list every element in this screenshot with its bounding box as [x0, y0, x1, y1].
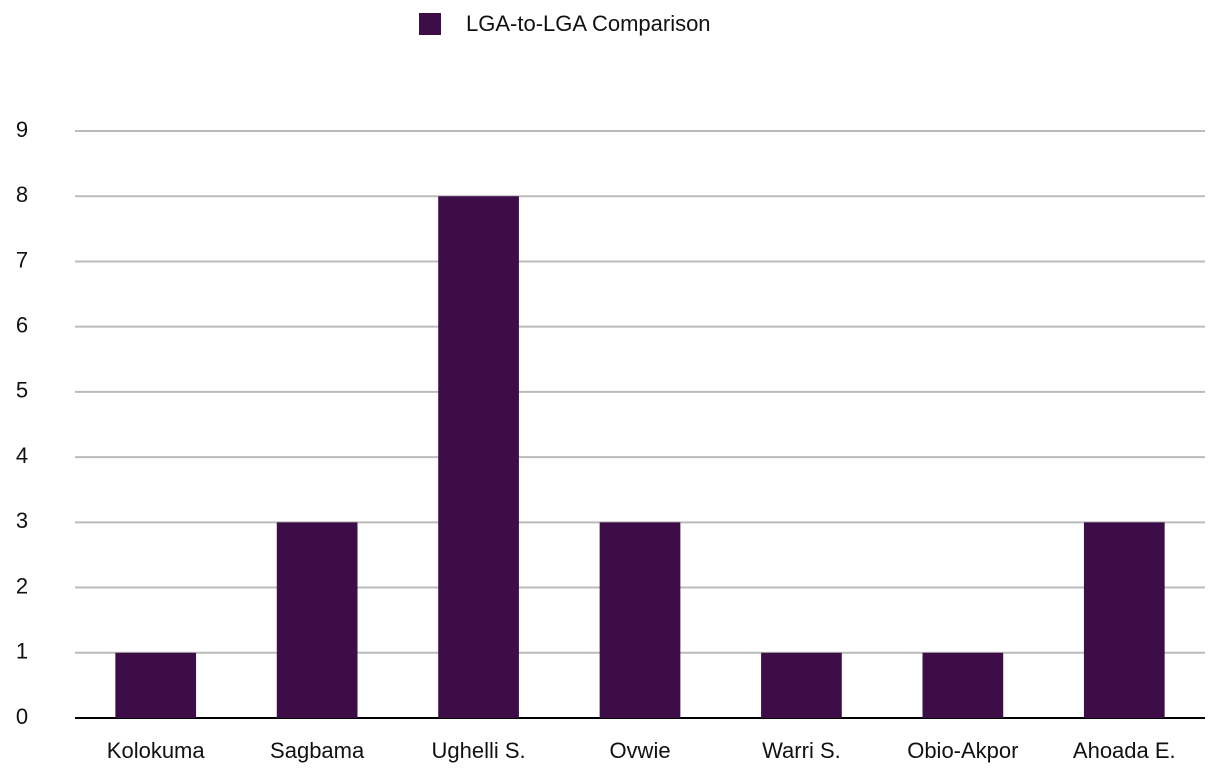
x-tick-label: Ughelli S. — [431, 738, 525, 763]
bar — [1083, 522, 1165, 718]
bar — [115, 652, 197, 718]
y-tick-label: 6 — [16, 312, 28, 337]
x-tick-label: Ahoada E. — [1073, 738, 1176, 763]
y-tick-label: 9 — [16, 117, 28, 142]
x-tick-label: Kolokuma — [107, 738, 206, 763]
y-tick-label: 5 — [16, 378, 28, 403]
bar — [438, 196, 519, 718]
x-tick-label: Ovwie — [609, 738, 670, 763]
y-tick-label: 4 — [16, 443, 28, 468]
bar — [761, 652, 842, 718]
x-tick-label: Sagbama — [270, 738, 365, 763]
bar — [599, 522, 681, 718]
y-tick-label: 1 — [16, 639, 28, 664]
y-tick-label: 0 — [16, 704, 28, 729]
legend-swatch — [419, 13, 441, 35]
y-tick-label: 7 — [16, 247, 28, 272]
bar — [922, 652, 1004, 718]
x-tick-label: Obio-Akpor — [907, 738, 1018, 763]
y-tick-label: 8 — [16, 182, 28, 207]
bar — [276, 522, 358, 718]
y-tick-label: 2 — [16, 573, 28, 598]
y-tick-label: 3 — [16, 508, 28, 533]
x-tick-label: Warri S. — [762, 738, 841, 763]
legend-label: LGA-to-LGA Comparison — [466, 11, 711, 36]
